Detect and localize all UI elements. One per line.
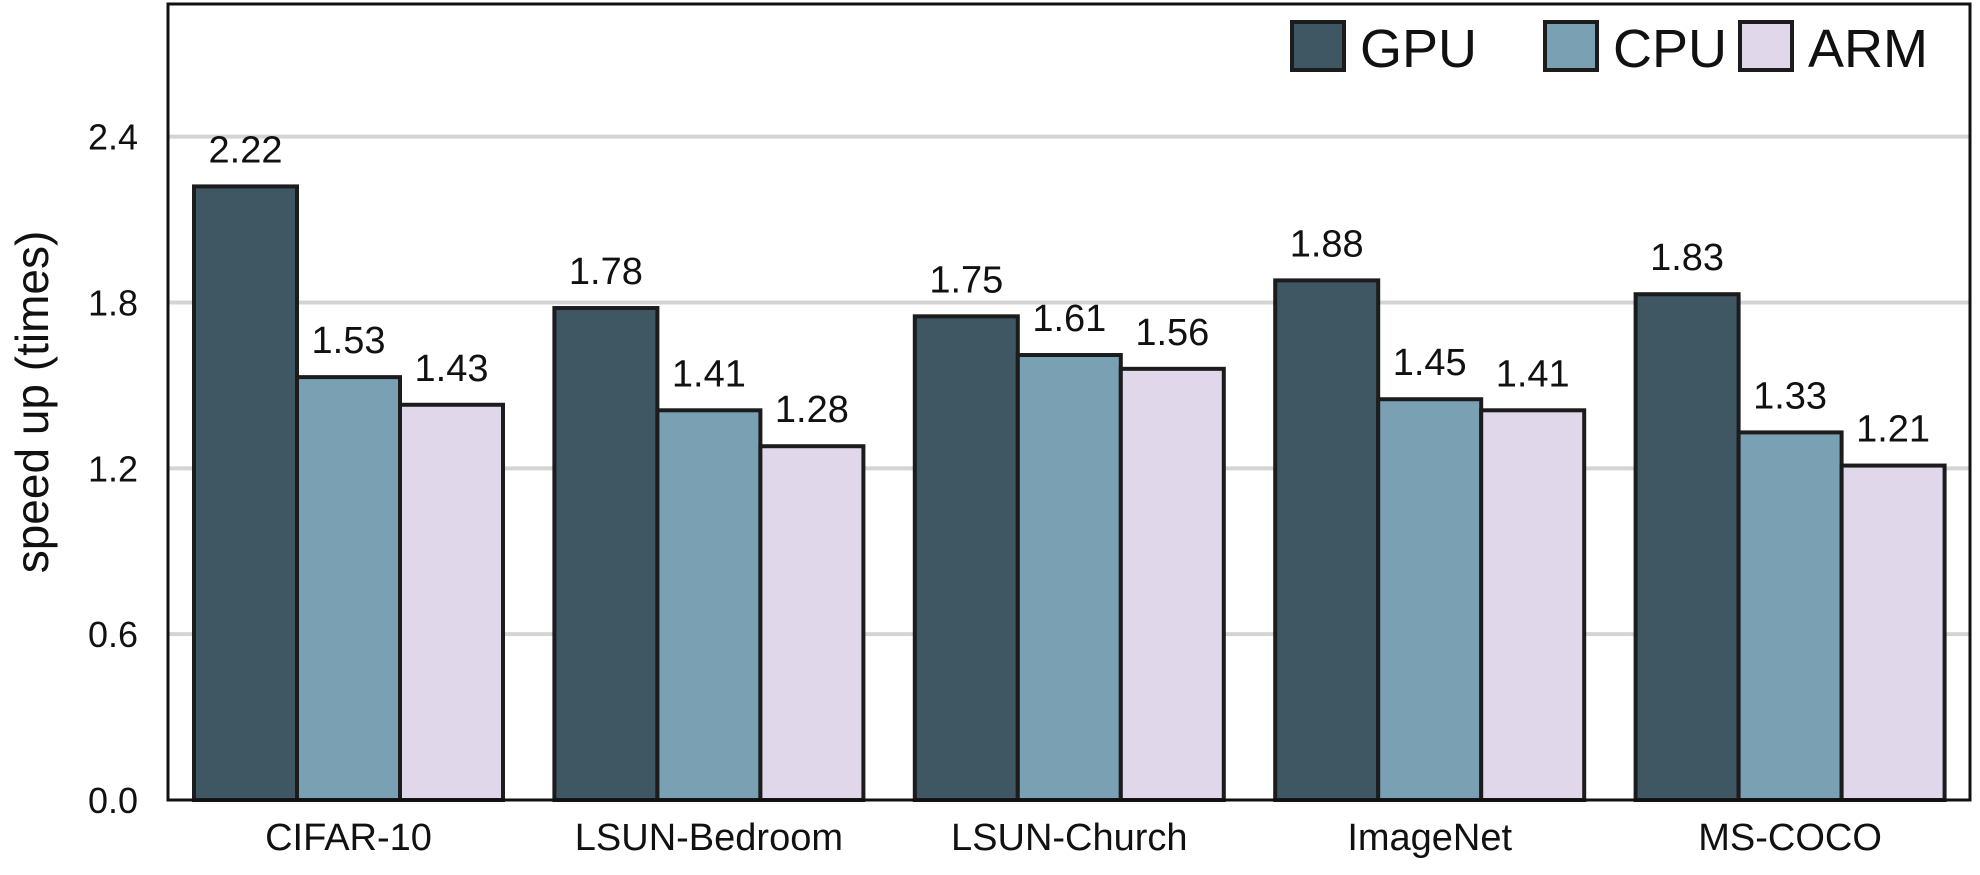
value-label: 1.41 — [672, 353, 746, 395]
plot-area-frame — [166, 2, 1972, 802]
x-category-label: LSUN-Bedroom — [575, 817, 843, 859]
bar-cpu — [1736, 430, 1844, 802]
y-tick-label: 2.4 — [88, 117, 138, 158]
value-label: 2.22 — [209, 129, 283, 171]
bar-gpu — [552, 306, 660, 802]
value-label: 1.33 — [1753, 375, 1827, 417]
bar-cpu — [1376, 397, 1484, 802]
value-label: 1.43 — [415, 348, 489, 390]
bar-arm — [1839, 463, 1947, 802]
y-tick-label: 1.8 — [88, 283, 138, 324]
legend-swatch-gpu — [1290, 20, 1346, 72]
value-label: 1.56 — [1135, 312, 1209, 354]
value-label: 1.21 — [1856, 409, 1930, 451]
y-tick-label: 1.2 — [88, 448, 138, 489]
x-category-label: ImageNet — [1347, 817, 1512, 859]
bar-arm — [398, 402, 505, 802]
x-axis-categories: CIFAR-10 LSUN-Bedroom LSUN-Church ImageNet M… — [265, 817, 1882, 859]
y-tick-label: 0.0 — [88, 780, 138, 821]
bar-cpu — [1015, 353, 1123, 802]
x-category-label: CIFAR-10 — [265, 817, 432, 859]
y-axis-title: speed up (times) — [6, 231, 58, 574]
bar-cpu — [655, 408, 763, 802]
value-label: 1.75 — [929, 259, 1003, 301]
value-label: 1.78 — [569, 251, 643, 293]
value-label: 1.53 — [312, 320, 386, 362]
value-label: 1.45 — [1393, 342, 1467, 384]
value-label: 1.28 — [775, 389, 849, 431]
value-label: 1.83 — [1650, 237, 1724, 279]
value-label: 1.61 — [1032, 298, 1106, 340]
y-axis-ticks: 0.0 0.6 1.2 1.8 2.4 — [88, 117, 138, 821]
bar-gpu — [1633, 292, 1741, 802]
legend-label-gpu: GPU — [1360, 19, 1477, 79]
bar-gpu — [912, 314, 1020, 802]
value-label: 1.88 — [1290, 223, 1364, 265]
legend-label-cpu: CPU — [1613, 19, 1727, 79]
bar-arm — [758, 444, 866, 802]
bar-arm — [1479, 408, 1587, 802]
bar-cpu — [295, 375, 402, 802]
bar-arm — [1118, 366, 1226, 802]
bar-gpu — [1273, 278, 1381, 802]
x-category-label: LSUN-Church — [951, 817, 1188, 859]
x-category-label: MS-COCO — [1698, 817, 1882, 859]
legend-label-arm: ARM — [1808, 19, 1928, 79]
bar-gpu — [192, 184, 299, 802]
legend-swatch-cpu — [1543, 20, 1599, 72]
legend: GPU CPU ARM — [1290, 19, 1928, 79]
value-labels: 2.22 1.53 1.43 1.78 1.41 1.28 1.75 1.61 1.56 1.88… — [209, 129, 1931, 450]
y-tick-label: 0.6 — [88, 614, 138, 655]
legend-swatch-arm — [1738, 20, 1794, 72]
value-label: 1.41 — [1496, 353, 1570, 395]
